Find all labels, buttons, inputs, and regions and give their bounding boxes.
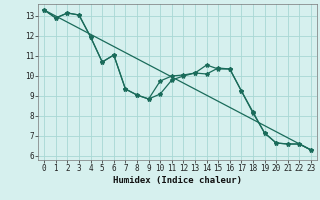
X-axis label: Humidex (Indice chaleur): Humidex (Indice chaleur) — [113, 176, 242, 185]
